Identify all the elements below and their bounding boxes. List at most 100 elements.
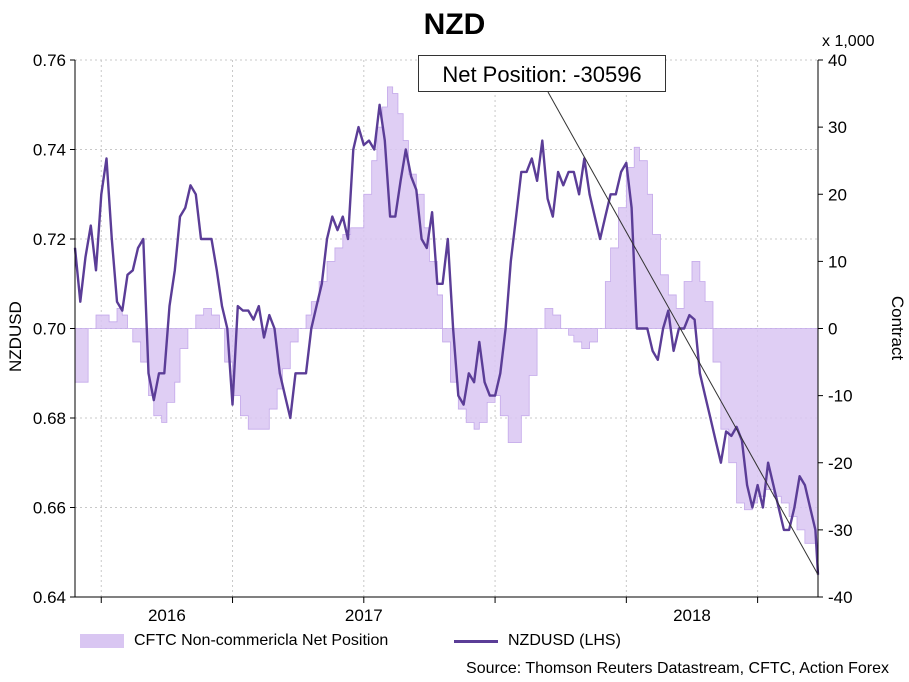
nzdusd-point bbox=[667, 309, 670, 312]
nzdusd-point bbox=[704, 394, 706, 397]
nzdusd-point bbox=[615, 193, 617, 196]
left-axis-ticks: 0.76 0.74 0.72 0.70 0.68 0.66 0.64 bbox=[33, 51, 75, 607]
nzdusd-point bbox=[278, 372, 281, 375]
legend-item-net-position: CFTC Non-commericla Net Position bbox=[80, 632, 388, 650]
nzdusd-point bbox=[79, 300, 82, 303]
right-tick-label: -10 bbox=[828, 387, 853, 406]
nzdusd-point bbox=[468, 372, 470, 375]
nzdusd-point bbox=[299, 372, 302, 375]
nzdusd-point bbox=[552, 215, 554, 218]
right-axis-multiplier: x 1,000 bbox=[822, 33, 875, 50]
nzdusd-point bbox=[777, 506, 780, 509]
nzdusd-point bbox=[620, 171, 622, 173]
nzdusd-point bbox=[772, 484, 775, 486]
nzdusd-point bbox=[573, 171, 575, 173]
nzdusd-point bbox=[331, 215, 334, 218]
nzdusd-point bbox=[263, 336, 265, 339]
nzdusd-point bbox=[294, 372, 297, 375]
nzdusd-point bbox=[378, 103, 381, 106]
nzdusd-point bbox=[384, 139, 386, 142]
right-tick-label: 10 bbox=[828, 252, 847, 271]
nzdusd-point bbox=[447, 238, 449, 240]
nzdusd-point bbox=[405, 148, 407, 151]
nzdusd-point bbox=[557, 171, 559, 173]
chart-title: NZD bbox=[423, 8, 486, 41]
nzdusd-point bbox=[657, 359, 659, 361]
nzdusd-point bbox=[89, 224, 92, 227]
nzdusd-point bbox=[189, 184, 192, 187]
nzdusd-point bbox=[793, 506, 796, 509]
nzdusd-point bbox=[147, 372, 150, 375]
nzdusd-point bbox=[305, 372, 307, 375]
nzdusd-point bbox=[609, 193, 612, 196]
left-tick-label: 0.74 bbox=[33, 141, 66, 160]
nzdusd-point bbox=[641, 327, 643, 330]
nzdusd-point bbox=[357, 126, 360, 128]
nzdusd-point bbox=[173, 269, 176, 272]
nzdusd-point bbox=[510, 260, 512, 263]
nzdusd-point bbox=[336, 229, 339, 231]
nzdusd-point bbox=[494, 394, 496, 397]
nzdusd-point bbox=[646, 327, 649, 330]
nzdusd-point bbox=[252, 318, 255, 321]
right-tick-label: 40 bbox=[828, 51, 847, 70]
nzdusd-point bbox=[210, 238, 213, 240]
nzdusd-point bbox=[683, 327, 685, 330]
nzdusd-point bbox=[105, 157, 108, 160]
nzdusd-point bbox=[714, 439, 717, 442]
nzdusd-point bbox=[562, 184, 565, 187]
nzdusd-point bbox=[326, 238, 328, 240]
nzdusd-point bbox=[814, 529, 817, 531]
nzdusd-point bbox=[362, 144, 365, 146]
nzdusd-point bbox=[578, 193, 580, 196]
nzdusd-point bbox=[242, 309, 244, 312]
nzdusd-line bbox=[73, 103, 820, 576]
nzdusd-point bbox=[499, 372, 502, 375]
nzdusd-point bbox=[688, 314, 691, 316]
nzdusd-point bbox=[221, 305, 223, 307]
nzdusd-point bbox=[373, 148, 376, 151]
nzdusd-point bbox=[320, 282, 323, 285]
nzdusd-point bbox=[489, 394, 491, 397]
nzdusd-point bbox=[420, 238, 423, 240]
nzdusd-point bbox=[636, 327, 638, 330]
nzdusd-point bbox=[341, 215, 344, 218]
net-position-area bbox=[74, 86, 819, 544]
nzdusd-point bbox=[352, 148, 355, 151]
nzdusd-point bbox=[625, 162, 628, 164]
nzdusd-point bbox=[783, 529, 785, 531]
nzdusd-point bbox=[431, 211, 433, 213]
nzdusd-point bbox=[163, 372, 166, 375]
nzdusd-point bbox=[257, 305, 260, 307]
nzdusd-point bbox=[546, 197, 549, 200]
nzdusd-point bbox=[594, 215, 596, 218]
nzdusd-point bbox=[289, 417, 292, 419]
nzdusd-point bbox=[746, 484, 748, 486]
nzdusd-point bbox=[525, 171, 528, 173]
nzdusd-point bbox=[531, 157, 533, 160]
nzdusd-point bbox=[399, 180, 402, 182]
nzdusd-point bbox=[284, 394, 286, 397]
nzdusd-point bbox=[389, 215, 391, 218]
nzdusd-point bbox=[100, 193, 103, 196]
nzdusd-point bbox=[273, 327, 276, 330]
nzdusd-point bbox=[756, 484, 759, 486]
nzdusd-point bbox=[651, 350, 654, 352]
nzdusd-point bbox=[231, 403, 234, 406]
nzdusd-point bbox=[798, 475, 801, 477]
nzdusd-point bbox=[152, 399, 155, 401]
nzdusd-point bbox=[268, 314, 271, 316]
nzdusd-point bbox=[515, 215, 517, 218]
nzdusd-point bbox=[426, 247, 428, 249]
left-tick-label: 0.70 bbox=[33, 320, 66, 339]
nzdusd-point bbox=[436, 282, 439, 285]
annotation-pointer-line bbox=[547, 91, 819, 575]
nzdusd-point bbox=[142, 238, 145, 240]
nzdusd-point bbox=[415, 188, 418, 191]
nzdusd-point bbox=[567, 171, 570, 173]
right-tick-label: 0 bbox=[828, 320, 837, 339]
nzdusd-point bbox=[457, 394, 460, 397]
nzdusd-point bbox=[158, 372, 160, 375]
left-tick-label: 0.76 bbox=[33, 51, 66, 70]
nzdusd-point bbox=[394, 215, 397, 218]
